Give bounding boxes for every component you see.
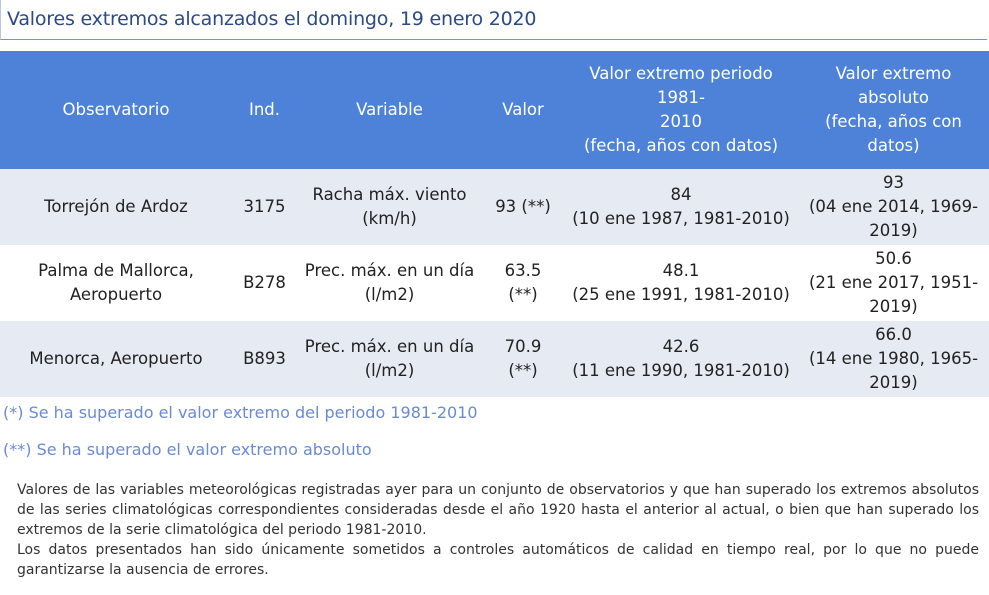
- header-valor: Valor: [482, 51, 564, 169]
- header-observatorio: Observatorio: [0, 51, 232, 169]
- cell-variable: Prec. máx. en un día (l/m2): [297, 321, 482, 397]
- cell-absoluto: 66.0 (14 ene 1980, 1965- 2019): [798, 321, 989, 397]
- cell-absoluto: 93 (04 ene 2014, 1969- 2019): [798, 169, 989, 245]
- description-paragraph: Valores de las variables meteorológicas …: [17, 482, 979, 538]
- header-variable: Variable: [297, 51, 482, 169]
- table-row: Menorca, Aeropuerto B893 Prec. máx. en u…: [0, 321, 989, 397]
- cell-periodo: 84 (10 ene 1987, 1981-2010): [564, 169, 798, 245]
- cell-periodo: 42.6 (11 ene 1990, 1981-2010): [564, 321, 798, 397]
- header-periodo: Valor extremo periodo 1981- 2010 (fecha,…: [564, 51, 798, 169]
- header-absoluto: Valor extremo absoluto (fecha, años con …: [798, 51, 989, 169]
- table-row: Palma de Mallorca, Aeropuerto B278 Prec.…: [0, 245, 989, 321]
- description-paragraph: Los datos presentados han sido únicament…: [17, 542, 979, 578]
- cell-ind: B278: [232, 245, 297, 321]
- table-header-row: Observatorio Ind. Variable Valor Valor e…: [0, 51, 989, 169]
- cell-variable: Prec. máx. en un día (l/m2): [297, 245, 482, 321]
- cell-ind: B893: [232, 321, 297, 397]
- cell-variable: Racha máx. viento (km/h): [297, 169, 482, 245]
- cell-absoluto: 50.6 (21 ene 2017, 1951- 2019): [798, 245, 989, 321]
- cell-valor: 63.5 (**): [482, 245, 564, 321]
- cell-observatorio: Palma de Mallorca, Aeropuerto: [0, 245, 232, 321]
- cell-periodo: 48.1 (25 ene 1991, 1981-2010): [564, 245, 798, 321]
- cell-valor: 70.9 (**): [482, 321, 564, 397]
- cell-observatorio: Menorca, Aeropuerto: [0, 321, 232, 397]
- note-double-asterisk: (**) Se ha superado el valor extremo abs…: [3, 440, 372, 459]
- table-row: Torrejón de Ardoz 3175 Racha máx. viento…: [0, 169, 989, 245]
- description: Valores de las variables meteorológicas …: [17, 480, 979, 580]
- extreme-values-table: Observatorio Ind. Variable Valor Valor e…: [0, 51, 989, 397]
- title-bar: Valores extremos alcanzados el domingo, …: [0, 0, 987, 40]
- header-ind: Ind.: [232, 51, 297, 169]
- cell-valor: 93 (**): [482, 169, 564, 245]
- note-single-asterisk: (*) Se ha superado el valor extremo del …: [3, 403, 478, 422]
- page-title: Valores extremos alcanzados el domingo, …: [7, 8, 537, 30]
- cell-observatorio: Torrejón de Ardoz: [0, 169, 232, 245]
- cell-ind: 3175: [232, 169, 297, 245]
